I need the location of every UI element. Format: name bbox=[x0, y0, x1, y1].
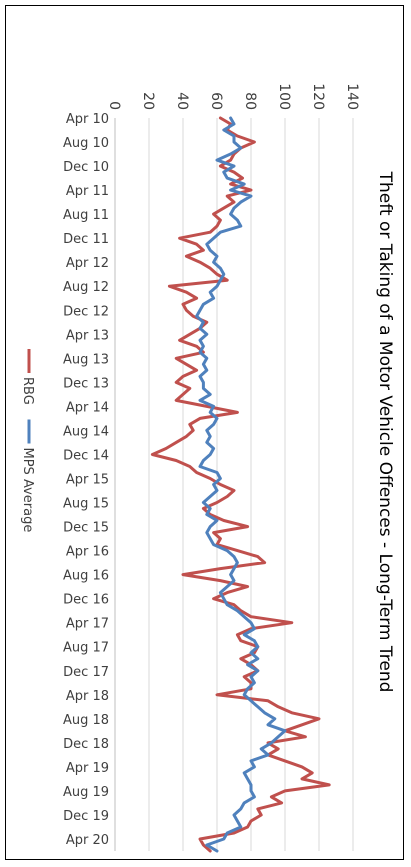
x-tick-label: Apr 19 bbox=[66, 761, 109, 776]
x-tick-label: Dec 19 bbox=[63, 809, 109, 824]
x-tick-label: Dec 12 bbox=[63, 304, 109, 319]
x-tick-label: Aug 16 bbox=[63, 569, 109, 584]
legend: RBG MPS Average bbox=[20, 349, 35, 532]
x-tick-label: Dec 16 bbox=[63, 593, 109, 608]
x-tick-label: Apr 18 bbox=[66, 689, 109, 704]
x-tick-label: Aug 18 bbox=[63, 713, 109, 728]
series-lines bbox=[150, 116, 331, 853]
y-axis-ticks: 0 20 40 60 80 100 120 140 bbox=[106, 83, 360, 110]
y-tick-label: 60 bbox=[208, 92, 224, 110]
y-tick-label: 100 bbox=[276, 83, 292, 110]
y-tick-label: 40 bbox=[174, 92, 190, 110]
x-tick-label: Dec 18 bbox=[63, 737, 109, 752]
x-tick-label: Aug 12 bbox=[63, 280, 109, 295]
legend-label: RBG bbox=[20, 377, 35, 405]
line-chart: Theft or Taking of a Motor Vehicle Offen… bbox=[20, 83, 395, 853]
x-tick-label: Apr 13 bbox=[66, 328, 109, 343]
x-tick-label: Apr 16 bbox=[66, 545, 109, 560]
rotated-chart-canvas: Theft or Taking of a Motor Vehicle Offen… bbox=[6, 6, 403, 859]
x-tick-label: Dec 17 bbox=[63, 665, 109, 680]
x-tick-label: Apr 11 bbox=[66, 184, 109, 199]
y-tick-label: 140 bbox=[344, 83, 360, 110]
series-line-rbg bbox=[150, 116, 331, 853]
x-tick-label: Dec 13 bbox=[63, 376, 109, 391]
x-tick-label: Dec 11 bbox=[63, 232, 109, 247]
x-tick-label: Aug 15 bbox=[63, 497, 109, 512]
x-tick-label: Apr 15 bbox=[66, 472, 109, 487]
x-tick-label: Aug 10 bbox=[63, 136, 109, 151]
x-tick-label: Aug 11 bbox=[63, 208, 109, 223]
x-tick-label: Dec 15 bbox=[63, 521, 109, 536]
x-tick-label: Apr 20 bbox=[66, 833, 109, 848]
y-tick-label: 120 bbox=[310, 83, 326, 110]
x-tick-label: Apr 10 bbox=[66, 112, 109, 127]
chart-frame: Theft or Taking of a Motor Vehicle Offen… bbox=[5, 5, 404, 860]
x-tick-label: Dec 10 bbox=[63, 160, 109, 175]
series-line-mps-average bbox=[195, 116, 287, 853]
x-tick-label: Dec 14 bbox=[63, 448, 109, 463]
x-tick-label: Aug 19 bbox=[63, 785, 109, 800]
x-tick-label: Apr 12 bbox=[66, 256, 109, 271]
x-tick-label: Apr 14 bbox=[66, 400, 109, 415]
chart-title: Theft or Taking of a Motor Vehicle Offen… bbox=[375, 171, 395, 693]
x-tick-label: Aug 13 bbox=[63, 352, 109, 367]
x-axis-ticks: Apr 10 Aug 10 Dec 10 Apr 11 Aug 11 Dec 11 Apr … bbox=[63, 112, 109, 848]
x-tick-label: Apr 17 bbox=[66, 617, 109, 632]
legend-label: MPS Average bbox=[20, 448, 35, 533]
y-tick-label: 0 bbox=[106, 101, 122, 110]
y-tick-label: 80 bbox=[242, 92, 258, 110]
x-tick-label: Aug 17 bbox=[63, 641, 109, 656]
x-tick-label: Aug 14 bbox=[63, 424, 109, 439]
y-tick-label: 20 bbox=[140, 92, 156, 110]
